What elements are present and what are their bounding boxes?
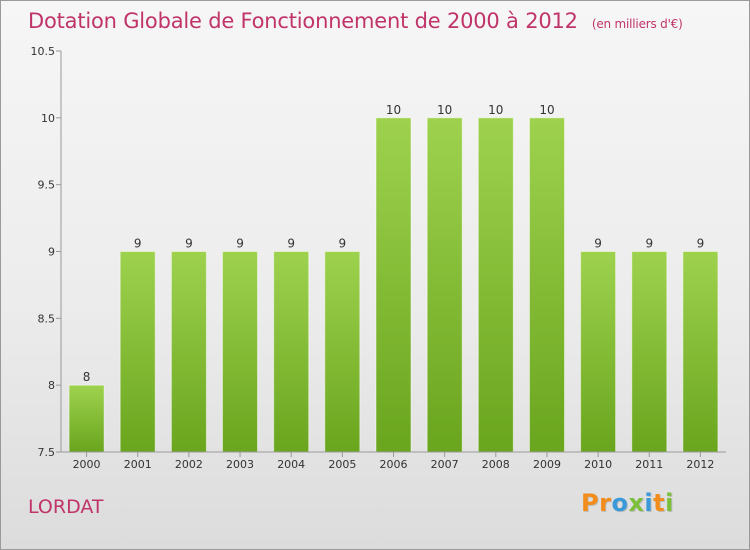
bar-2000 <box>68 384 105 453</box>
x-tick-label-2010: 2010 <box>584 458 612 471</box>
x-tick-label-2000: 2000 <box>73 458 101 471</box>
bar-2004 <box>273 251 310 453</box>
value-label-2004: 9 <box>287 237 295 251</box>
value-label-2007: 10 <box>437 103 452 117</box>
value-label-2005: 9 <box>339 237 347 251</box>
y-tick-label: 9 <box>48 246 55 259</box>
x-tick-label-2006: 2006 <box>380 458 408 471</box>
logo-letter: o <box>611 489 629 517</box>
logo-letter: r <box>599 489 612 517</box>
logo-letter: i <box>665 489 674 517</box>
y-tick-label: 8.5 <box>38 312 56 325</box>
x-tick-label-2002: 2002 <box>175 458 203 471</box>
y-tick-label: 9.5 <box>38 179 56 192</box>
value-label-2011: 9 <box>645 237 653 251</box>
commune-name: LORDAT <box>28 496 104 518</box>
y-tick-label: 8 <box>48 379 55 392</box>
bar-2006 <box>375 117 412 453</box>
x-tick-label-2007: 2007 <box>431 458 459 471</box>
x-axis: 2000 2001 2002 2003 2004 2005 2006 2007 2008 2009… <box>61 451 726 471</box>
bar-2008 <box>477 117 514 453</box>
logo-letter: i <box>644 489 654 517</box>
x-tick-label-2004: 2004 <box>277 458 305 471</box>
logo-letter: P <box>581 489 600 517</box>
value-label-2000: 8 <box>83 370 91 384</box>
x-tick-label-2003: 2003 <box>226 458 254 471</box>
value-label-2003: 9 <box>236 237 244 251</box>
y-axis: 7.5 8 8.5 9 9.5 10 10.5 <box>31 45 62 459</box>
bar-2007 <box>426 117 463 453</box>
y-tick-label: 7.5 <box>38 446 56 459</box>
bar-2003 <box>222 251 258 453</box>
value-label-2001: 9 <box>134 237 142 251</box>
y-tick-label: 10.5 <box>31 45 56 58</box>
chart-title: Dotation Globale de Fonctionnement de 20… <box>28 9 683 33</box>
value-label-2002: 9 <box>185 237 193 251</box>
bar-2001 <box>119 251 156 453</box>
x-tick-label-2008: 2008 <box>482 458 510 471</box>
value-label-2012: 9 <box>697 237 705 251</box>
value-label-2006: 10 <box>386 103 401 117</box>
proxiti-logo: Proxiti <box>581 489 674 517</box>
x-tick-label-2009: 2009 <box>533 458 561 471</box>
chart-title-unit: (en milliers d'€) <box>591 17 683 31</box>
x-tick-label-2005: 2005 <box>328 458 356 471</box>
bars <box>68 117 719 453</box>
chart-title-main: Dotation Globale de Fonctionnement de 20… <box>28 9 578 33</box>
value-label-2008: 10 <box>488 103 503 117</box>
bar-2012 <box>682 251 719 453</box>
bar-2011 <box>631 251 668 453</box>
value-labels: 8 9 9 9 9 9 10 10 10 10 9 9 9 <box>83 103 704 384</box>
bar-2005 <box>324 251 361 453</box>
bar-2010 <box>580 251 617 453</box>
x-tick-label-2001: 2001 <box>124 458 152 471</box>
y-tick-label: 10 <box>41 112 55 125</box>
value-label-2009: 10 <box>539 103 554 117</box>
bar-2002 <box>170 251 207 453</box>
logo-letter: x <box>628 489 645 517</box>
bar-2009 <box>529 117 565 453</box>
x-tick-label-2011: 2011 <box>635 458 663 471</box>
logo-letter: t <box>653 489 666 517</box>
value-label-2010: 9 <box>594 237 602 251</box>
x-tick-label-2012: 2012 <box>686 458 714 471</box>
